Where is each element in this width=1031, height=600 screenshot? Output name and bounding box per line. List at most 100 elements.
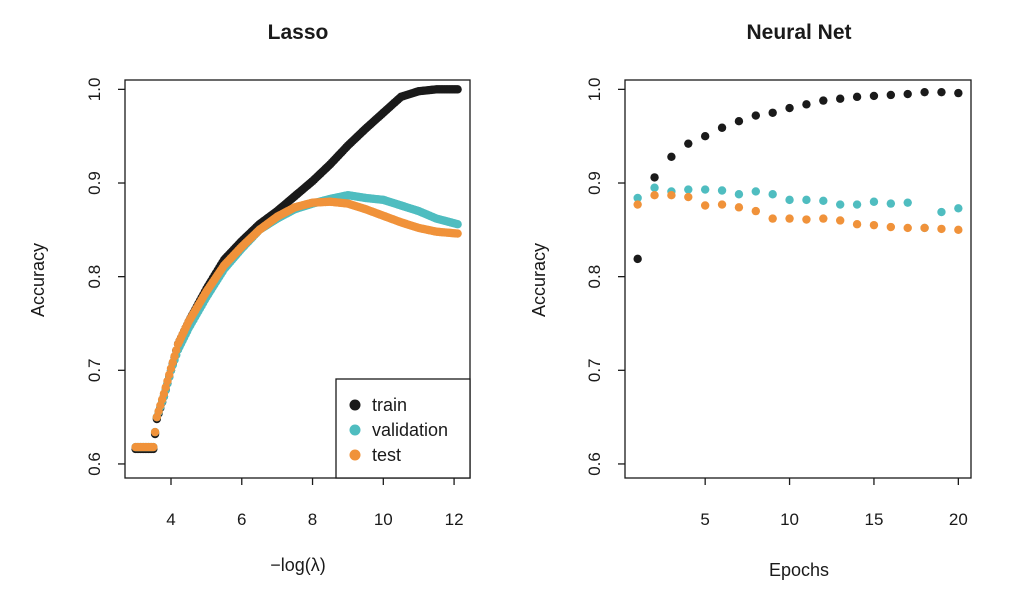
lasso-x-axis: 4 6 8 10 12	[166, 478, 464, 529]
neural-net-point-train	[903, 89, 912, 99]
legend-marker-train	[349, 399, 361, 411]
neural-net-point-validation	[802, 195, 811, 205]
neural-net-point-test	[667, 190, 676, 200]
neural-net-point-test	[886, 222, 896, 232]
lasso-y-tick-label: 1.0	[85, 78, 104, 102]
lasso-points	[131, 85, 462, 454]
lasso-x-tick-label: 12	[445, 510, 464, 529]
neural-net-point-test	[751, 206, 760, 216]
lasso-x-tick-label: 6	[237, 510, 246, 529]
neural-net-x-tick-label: 10	[780, 510, 799, 529]
neural-net-point-validation	[785, 195, 794, 205]
neural-net-x-tick-label: 5	[700, 510, 709, 529]
neural-net-point-test	[954, 225, 963, 235]
neural-net-point-train	[852, 92, 862, 102]
lasso-plot-frame	[124, 79, 471, 479]
neural-net-point-test	[633, 200, 642, 209]
legend-marker-test	[349, 449, 361, 461]
neural-net-point-validation	[836, 200, 845, 209]
neural-net-x-axis: 5 10 15 20	[700, 478, 968, 529]
neural-net-plot-frame	[624, 79, 972, 479]
neural-net-point-test	[684, 192, 693, 202]
neural-net-point-train	[920, 87, 929, 97]
neural-net-point-validation	[852, 200, 862, 209]
neural-net-point-test	[650, 190, 659, 200]
neural-net-x-tick-label: 15	[864, 510, 883, 529]
lasso-x-tick-label: 4	[166, 510, 175, 529]
neural-net-point-validation	[700, 185, 710, 194]
lasso-y-axis-label: Accuracy	[28, 243, 48, 317]
neural-net-y-tick-label: 0.9	[585, 171, 604, 195]
neural-net-points	[633, 87, 963, 264]
neural-net-point-train	[886, 90, 896, 100]
legend-label-train: train	[372, 395, 407, 415]
lasso-point-test	[149, 442, 158, 452]
lasso-title: Lasso	[268, 21, 329, 44]
lasso-point-validation	[453, 220, 462, 229]
neural-net-point-validation	[717, 186, 727, 195]
lasso-point-test	[159, 389, 169, 398]
neural-net-point-train	[650, 173, 659, 182]
neural-net-point-test	[920, 223, 929, 233]
neural-net-point-test	[937, 224, 946, 234]
legend-marker-validation	[349, 424, 361, 436]
neural-net-point-train	[937, 87, 946, 97]
neural-net-point-train	[768, 108, 777, 117]
neural-net-point-validation	[650, 183, 659, 192]
neural-net-point-train	[869, 91, 879, 101]
lasso-point-test	[161, 383, 170, 392]
neural-net-point-validation	[954, 204, 963, 213]
neural-net-point-validation	[886, 199, 896, 208]
neural-net-title: Neural Net	[746, 21, 851, 44]
neural-net-point-validation	[751, 187, 760, 196]
lasso-point-test	[165, 370, 174, 379]
neural-net-point-train	[684, 139, 693, 148]
lasso-point-test	[453, 229, 462, 238]
legend-label-validation: validation	[372, 420, 448, 440]
neural-net-point-test	[836, 216, 845, 225]
lasso-legend: train validation test	[335, 378, 471, 479]
neural-net-point-test	[734, 203, 744, 212]
neural-net-point-test	[869, 220, 879, 230]
lasso-x-axis-label: −log(λ)	[270, 555, 326, 575]
neural-net-point-test	[768, 214, 777, 223]
neural-net-point-train	[802, 100, 811, 109]
neural-net-y-tick-label: 1.0	[585, 78, 604, 102]
neural-net-point-train	[819, 96, 828, 105]
neural-net-point-validation	[633, 193, 642, 203]
neural-net-point-train	[836, 94, 845, 103]
lasso-y-axis: 0.6 0.7 0.8 0.9 1.0	[85, 78, 125, 476]
neural-net-point-validation	[734, 190, 744, 199]
lasso-y-tick-label: 0.6	[85, 452, 104, 476]
lasso-point-test	[163, 376, 172, 386]
neural-net-point-validation	[684, 185, 693, 194]
neural-net-point-train	[734, 117, 744, 126]
neural-net-y-tick-label: 0.7	[585, 358, 604, 382]
neural-net-point-test	[785, 214, 794, 223]
legend-label-test: test	[372, 445, 401, 465]
neural-net-point-train	[785, 103, 794, 113]
neural-net-point-train	[667, 152, 676, 161]
neural-net-point-test	[852, 220, 862, 229]
neural-net-point-validation	[937, 207, 946, 217]
neural-net-y-axis-label: Accuracy	[529, 243, 549, 317]
neural-net-point-validation	[903, 198, 912, 207]
neural-net-point-test	[700, 201, 710, 210]
neural-net-point-train	[954, 88, 963, 98]
neural-net-point-train	[633, 254, 642, 264]
neural-net-point-validation	[819, 196, 828, 205]
lasso-point-test	[150, 427, 160, 437]
neural-net-y-tick-label: 0.6	[585, 452, 604, 476]
lasso-x-tick-label: 8	[308, 510, 317, 529]
neural-net-y-tick-label: 0.8	[585, 265, 604, 289]
neural-net-x-axis-label: Epochs	[769, 560, 829, 580]
neural-net-point-validation	[869, 197, 879, 206]
lasso-point-train	[453, 85, 462, 94]
neural-net-point-test	[802, 215, 811, 224]
neural-net-x-tick-label: 20	[949, 510, 968, 529]
lasso-y-tick-label: 0.9	[85, 171, 104, 195]
lasso-x-tick-label: 10	[374, 510, 393, 529]
lasso-y-tick-label: 0.7	[85, 358, 104, 382]
neural-net-point-validation	[768, 190, 777, 199]
